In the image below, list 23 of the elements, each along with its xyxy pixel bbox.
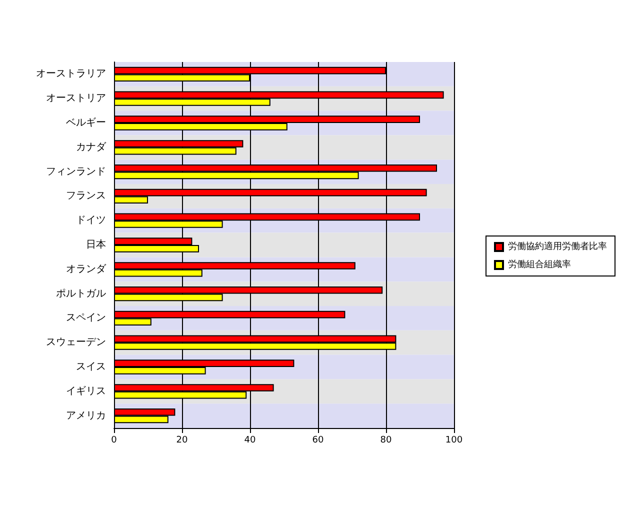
y-tick-label: 日本 [86,238,106,250]
x-tick-label: 20 [176,436,188,446]
y-tick-label: アメリカ [66,410,106,422]
y-tick-label: ドイツ [76,215,106,226]
y-tick-label: スウェーデン [46,337,106,348]
y-tick-label: オーストリア [46,93,106,104]
y-tick-label: カナダ [76,140,107,153]
x-tick-label: 0 [111,436,118,446]
y-tick-label: スイス [76,362,106,372]
y-tick-label: フィンランド [46,166,106,178]
y-tick-label: スペイン [66,312,106,324]
y-tick-label: オーストラリア [36,68,106,80]
x-tick-label: 40 [244,436,256,446]
legend-label: 労働組合組織率 [508,259,571,270]
y-tick-label: フランス [66,190,106,202]
legend-label: 労働協約適用労働者比率 [508,241,607,252]
x-tick-label: 60 [312,436,324,446]
y-tick-label: オランダ [66,262,107,275]
y-tick-label: ポルトガル [56,288,106,300]
y-tick-label: ベルギー [66,116,106,128]
y-tick-label: イギリス [66,384,106,397]
x-tick-label: 100 [445,436,463,446]
x-tick-label: 80 [380,436,392,446]
